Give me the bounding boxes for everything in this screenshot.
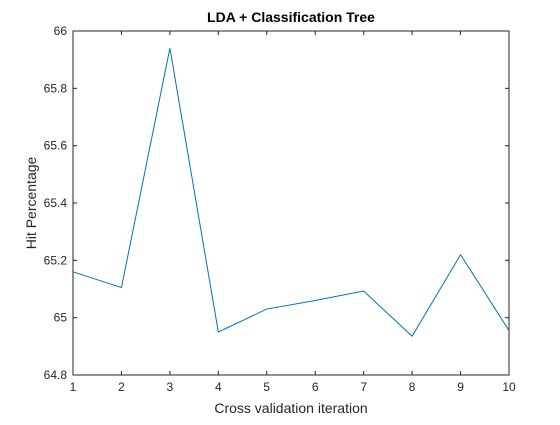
x-tick-label: 8 — [409, 380, 416, 394]
series-layer — [72, 47, 510, 338]
data-point — [168, 47, 171, 50]
data-point — [314, 299, 317, 302]
y-tick-label: 65.6 — [44, 139, 68, 153]
x-tick-label: 1 — [70, 380, 77, 394]
plot-frame — [72, 30, 510, 376]
y-tick-label: 65.2 — [44, 253, 68, 267]
x-tick-label: 4 — [215, 380, 222, 394]
series-line-0 — [72, 47, 510, 337]
y-axis-label: Hit Percentage — [23, 156, 39, 249]
plot-background — [73, 31, 509, 375]
data-point — [217, 331, 220, 334]
data-point — [459, 253, 462, 256]
y-tick-label: 65 — [54, 311, 68, 325]
y-tick-label: 65.4 — [44, 196, 68, 210]
data-point — [411, 335, 414, 338]
y-tick-label: 64.8 — [44, 368, 68, 382]
x-tick-label: 3 — [167, 380, 174, 394]
x-tick-label: 6 — [312, 380, 319, 394]
x-axis-label: Cross validation iteration — [214, 400, 367, 416]
x-tick-label: 2 — [118, 380, 125, 394]
data-point — [265, 308, 268, 311]
x-tick-label: 10 — [502, 380, 516, 394]
x-tick-label: 7 — [360, 380, 367, 394]
data-point — [362, 290, 365, 293]
data-point — [120, 286, 123, 289]
x-tick-label: 5 — [263, 380, 270, 394]
y-tick-label: 66 — [54, 24, 68, 38]
tick-labels-layer: 1 2 3 4 5 6 7 8 9 10 64.8 65 65.2 65.4 65.6 65.8 66 — [44, 24, 516, 394]
x-tick-label: 9 — [457, 380, 464, 394]
y-tick-label: 65.8 — [44, 81, 68, 95]
chart-title: LDA + Classification Tree — [207, 9, 375, 25]
